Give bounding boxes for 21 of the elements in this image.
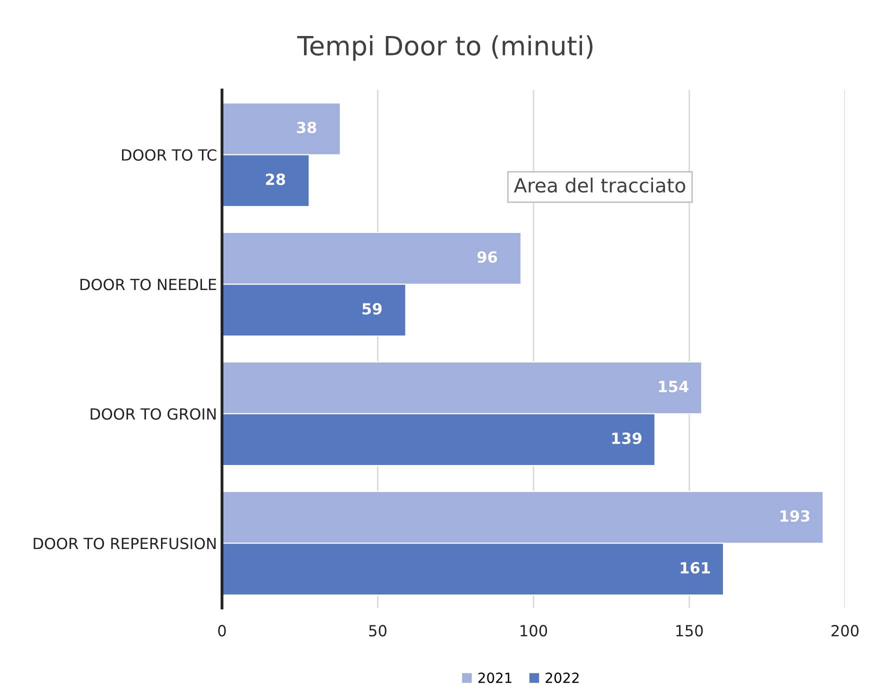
x-tick-label: 200 [832, 624, 859, 636]
data-label: 38 [296, 122, 316, 134]
x-tick-label: 0 [218, 624, 226, 636]
data-label: 161 [680, 562, 710, 574]
y-tick-label: DOOR TO NEEDLE [80, 278, 216, 290]
data-label: 96 [477, 251, 498, 263]
x-tick-label: 50 [369, 624, 386, 636]
data-label: 139 [612, 432, 642, 444]
data-label: 154 [658, 380, 688, 392]
legend-label: 2022 [546, 672, 579, 684]
annotation: Area del tracciato [514, 178, 686, 193]
data-label: 193 [780, 510, 810, 522]
data-label: 59 [362, 303, 382, 315]
x-tick-label: 100 [520, 624, 548, 636]
x-tick-label: 150 [676, 624, 703, 636]
chart-title: Tempi Door to (minuti) [297, 35, 592, 61]
y-tick-label: DOOR TO GROIN [90, 408, 216, 420]
y-tick-label: DOOR TO REPERFUSION [34, 538, 216, 550]
data-label: 28 [266, 174, 286, 186]
legend-label: 2021 [478, 672, 512, 684]
y-tick-label: DOOR TO TC [122, 149, 216, 161]
